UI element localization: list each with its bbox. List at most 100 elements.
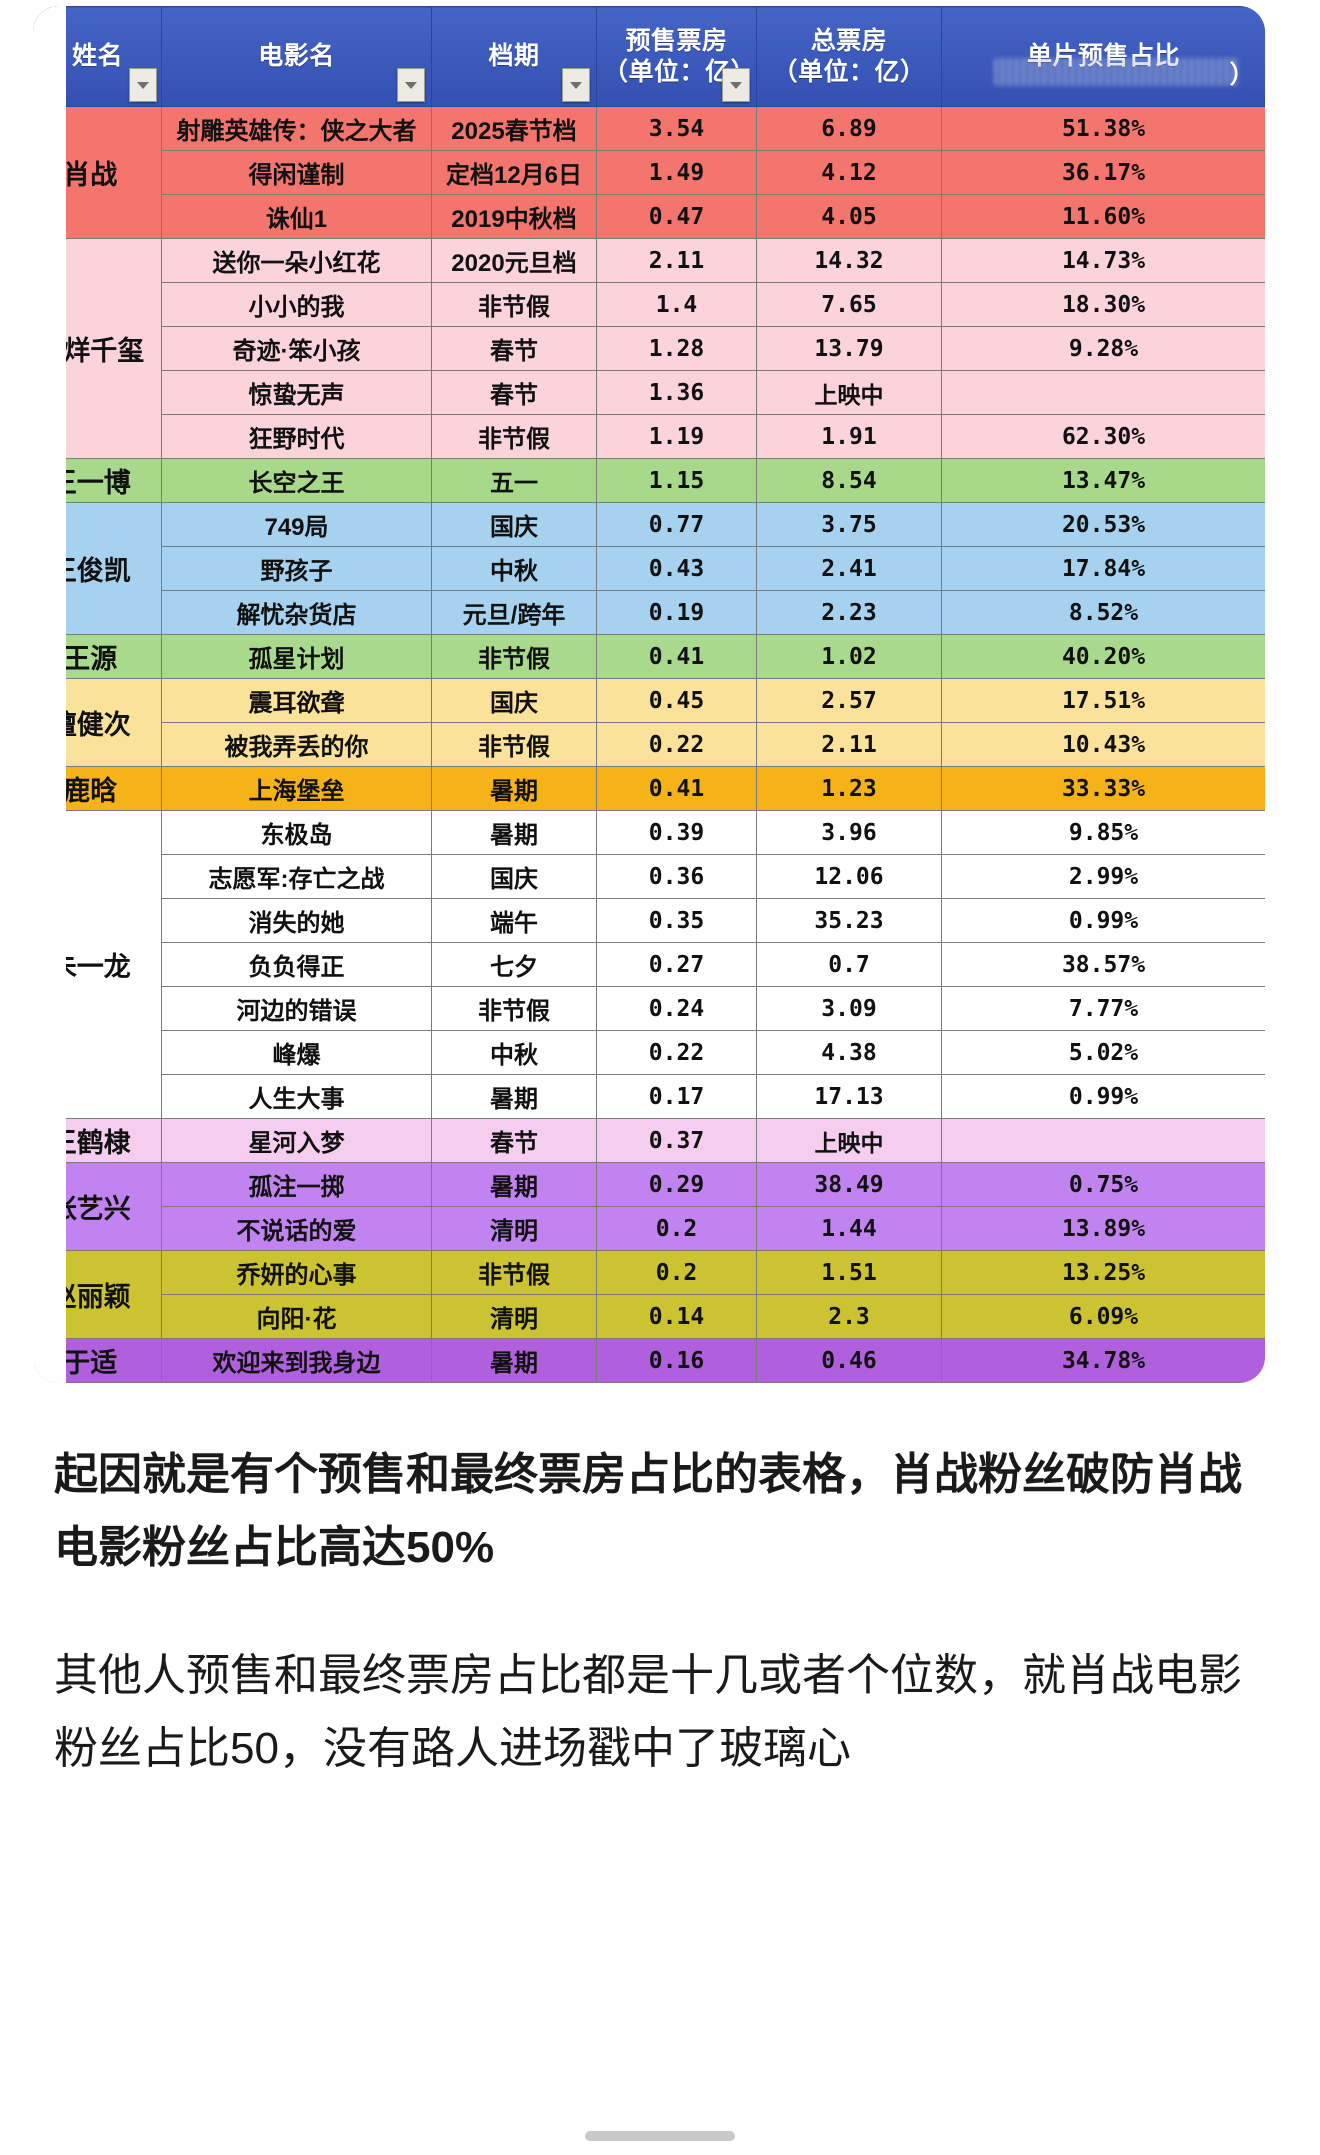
cell-total-boxoffice: 14.32: [756, 238, 942, 283]
cell-movie-title: 欢迎来到我身边: [161, 1338, 432, 1383]
cell-total-boxoffice: 7.65: [756, 282, 942, 327]
column-header-name[interactable]: 姓名: [33, 6, 162, 107]
cell-release-slot: 非节假: [431, 282, 597, 327]
cell-total-boxoffice: 13.79: [756, 326, 942, 371]
cell-presale-ratio: 38.57%: [941, 942, 1265, 987]
cell-presale-ratio: 11.60%: [941, 194, 1265, 239]
column-header-ratio[interactable]: 单片预售占比 ）: [941, 6, 1265, 107]
cell-total-boxoffice: 1.91: [756, 414, 942, 459]
cell-total-boxoffice: 2.57: [756, 678, 942, 723]
cell-presale-ratio: 33.33%: [941, 766, 1265, 811]
cell-movie-title: 负负得正: [161, 942, 432, 987]
cell-total-boxoffice: 2.3: [756, 1294, 942, 1339]
table-row: 野孩子 中秋 0.43 2.41 17.84%: [34, 546, 1265, 591]
cell-movie-title: 消失的她: [161, 898, 432, 943]
column-header-presale[interactable]: 预售票房 （单位：亿）: [596, 6, 757, 107]
cell-total-boxoffice: 上映中: [756, 1118, 942, 1163]
cell-total-boxoffice: 3.96: [756, 810, 942, 855]
cell-presale-ratio: 20.53%: [941, 502, 1265, 547]
cell-total-boxoffice: 35.23: [756, 898, 942, 943]
cell-presale-boxoffice: 0.24: [596, 986, 757, 1031]
cell-release-slot: 国庆: [431, 678, 597, 723]
cell-presale-boxoffice: 1.36: [596, 370, 757, 415]
cell-release-slot: 2019中秋档: [431, 194, 597, 239]
header-label-movie: 电影名: [258, 42, 335, 71]
cell-presale-ratio: 51.38%: [941, 106, 1265, 151]
cell-release-slot: 春节: [431, 326, 597, 371]
cell-total-boxoffice: 17.13: [756, 1074, 942, 1119]
cell-release-slot: 春节: [431, 370, 597, 415]
cell-movie-title: 解忧杂货店: [161, 590, 432, 635]
cell-total-boxoffice: 4.05: [756, 194, 942, 239]
cell-movie-title: 长空之王: [161, 458, 432, 503]
cell-movie-title: 诛仙1: [161, 194, 432, 239]
cell-total-boxoffice: 3.75: [756, 502, 942, 547]
cell-total-boxoffice: 1.51: [756, 1250, 942, 1295]
cell-presale-boxoffice: 1.28: [596, 326, 757, 371]
column-header-slot[interactable]: 档期: [431, 6, 597, 107]
cell-presale-boxoffice: 0.45: [596, 678, 757, 723]
table-row: 王鹤棣 星河入梦 春节 0.37 上映中: [33, 1118, 1265, 1163]
column-header-movie[interactable]: 电影名: [161, 6, 432, 107]
cell-movie-title: 震耳欲聋: [161, 678, 432, 723]
cell-presale-ratio: 62.30%: [941, 414, 1265, 459]
filter-dropdown-slot-icon[interactable]: [562, 68, 590, 102]
cell-presale-boxoffice: 0.14: [596, 1294, 757, 1339]
cell-total-boxoffice: 上映中: [756, 370, 942, 415]
cell-presale-boxoffice: 0.2: [596, 1206, 757, 1251]
filter-dropdown-movie-icon[interactable]: [397, 68, 425, 102]
cell-release-slot: 定档12月6日: [431, 150, 597, 195]
cell-movie-title: 奇迹·笨小孩: [161, 326, 432, 371]
filter-dropdown-name-icon[interactable]: [129, 68, 157, 102]
cell-release-slot: 端午: [431, 898, 597, 943]
cell-presale-ratio: 9.28%: [941, 326, 1265, 371]
table-row: 人生大事 暑期 0.17 17.13 0.99%: [34, 1074, 1265, 1119]
cell-presale-ratio: 36.17%: [941, 150, 1265, 195]
table-row: 鹿晗 上海堡垒 暑期 0.41 1.23 33.33%: [33, 766, 1265, 811]
cell-presale-boxoffice: 0.35: [596, 898, 757, 943]
cell-presale-boxoffice: 0.17: [596, 1074, 757, 1119]
cell-presale-ratio: 17.84%: [941, 546, 1265, 591]
cell-presale-ratio: 17.51%: [941, 678, 1265, 723]
cell-movie-title: 人生大事: [161, 1074, 432, 1119]
cell-presale-ratio: 10.43%: [941, 722, 1265, 767]
header-label-name: 姓名: [71, 42, 123, 71]
cell-release-slot: 暑期: [431, 1074, 597, 1119]
cell-presale-boxoffice: 0.41: [596, 634, 757, 679]
cell-release-slot: 清明: [431, 1294, 597, 1339]
cell-presale-ratio: 13.47%: [941, 458, 1265, 503]
cell-presale-ratio: [941, 1118, 1265, 1163]
cell-presale-ratio: 0.99%: [941, 1074, 1265, 1119]
redaction-bar: [994, 58, 1239, 86]
cell-presale-boxoffice: 0.27: [596, 942, 757, 987]
header-label-ratio-line2: ）: [1229, 60, 1255, 89]
cell-presale-boxoffice: 0.43: [596, 546, 757, 591]
cell-release-slot: 暑期: [431, 1338, 597, 1383]
table-row: 王俊凯 749局 国庆 0.77 3.75 20.53%: [33, 502, 1265, 635]
post-paragraph-1: 起因就是有个预售和最终票房占比的表格，肖战粉丝破防肖战电影粉丝占比高达50%: [54, 1450, 1242, 1572]
filter-dropdown-presale-icon[interactable]: [722, 68, 750, 102]
cell-release-slot: 非节假: [431, 1250, 597, 1295]
cell-movie-title: 孤星计划: [161, 634, 432, 679]
spreadsheet-screenshot: 姓名 电影名 档期 预售票房 （单位：亿）: [33, 0, 1298, 1383]
cell-total-boxoffice: 1.44: [756, 1206, 942, 1251]
cell-total-boxoffice: 4.38: [756, 1030, 942, 1075]
cell-presale-boxoffice: 0.22: [596, 1030, 757, 1075]
header-label-slot: 档期: [488, 42, 540, 71]
cell-total-boxoffice: 38.49: [756, 1162, 942, 1207]
cell-presale-ratio: 0.75%: [941, 1162, 1265, 1207]
cell-movie-title: 不说话的爱: [161, 1206, 432, 1251]
table-row: 狂野时代 非节假 1.19 1.91 62.30%: [34, 414, 1265, 459]
table-row: 朱一龙 东极岛 暑期 0.39 3.96 9.85%: [33, 810, 1265, 1119]
cell-movie-title: 上海堡垒: [161, 766, 432, 811]
home-indicator: [585, 2131, 735, 2141]
table-row: 奇迹·笨小孩 春节 1.28 13.79 9.28%: [34, 326, 1265, 371]
cell-movie-title: 志愿军:存亡之战: [161, 854, 432, 899]
table-header: 姓名 电影名 档期 预售票房 （单位：亿）: [33, 6, 1265, 107]
cell-presale-ratio: 7.77%: [941, 986, 1265, 1031]
header-label-ratio-line1: 单片预售占比: [1026, 42, 1180, 71]
cell-movie-title: 东极岛: [161, 810, 432, 855]
cell-total-boxoffice: 4.12: [756, 150, 942, 195]
column-header-total[interactable]: 总票房 （单位：亿）: [756, 6, 942, 107]
